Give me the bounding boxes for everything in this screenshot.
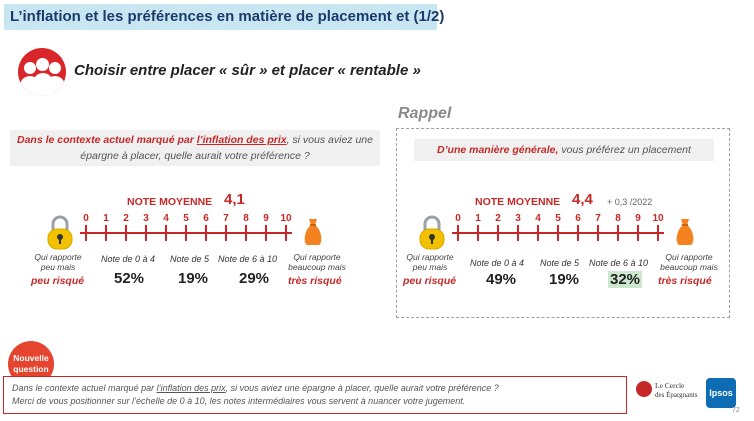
right-group-value: 49% (486, 271, 517, 288)
left-group-value: 29% (239, 270, 270, 287)
scale-tick (637, 225, 639, 241)
right-scale: 0 1 2 3 4 5 6 7 8 9 10 (452, 213, 664, 243)
scale-tick (185, 225, 187, 241)
scale-number: 0 (455, 213, 461, 224)
right-group-value: 19% (549, 271, 580, 288)
left-group-value: 19% (178, 270, 209, 287)
title-bar: L’inflation et les préférences en matièr… (4, 4, 444, 30)
scale-tick (657, 225, 659, 241)
page-title: L’inflation et les préférences en matièr… (10, 8, 445, 25)
scale-number: 1 (475, 213, 481, 224)
scale-tick (85, 225, 87, 241)
scale-number: 1 (103, 213, 109, 224)
scale-tick (285, 225, 287, 241)
scale-number: 6 (203, 213, 209, 224)
scale-number: 7 (595, 213, 601, 224)
right-group-label: Note de 0 à 4 (470, 258, 525, 268)
right-note-label: NOTE MOYENNE (475, 196, 561, 208)
scale-tick (597, 225, 599, 241)
right-note-value: 4,4 (572, 191, 593, 208)
right-low-label: Qui rapporte peu mais (406, 252, 454, 272)
left-question: Dans le contexte actuel marqué par l’inf… (10, 130, 380, 166)
scale-number: 4 (535, 213, 541, 224)
scale-number: 8 (615, 213, 621, 224)
scale-tick (165, 225, 167, 241)
scale-number: 9 (263, 213, 269, 224)
left-group-label: Note de 0 à 4 (101, 254, 156, 264)
scale-number: 10 (652, 213, 664, 224)
padlock-icon (419, 215, 445, 250)
left-group-label: Note de 5 (170, 254, 210, 264)
left-note-value: 4,1 (224, 191, 245, 208)
scale-number: 9 (635, 213, 641, 224)
people-covering-faces-icon (18, 48, 66, 96)
left-scale: 0 1 2 3 4 5 6 7 8 9 10 (80, 213, 292, 243)
rappel-box (396, 128, 730, 318)
scale-tick (557, 225, 559, 241)
scale-tick (577, 225, 579, 241)
note-delta: + 0,3 /2022 (607, 197, 653, 207)
left-low-label: Qui rapporte peu mais (34, 252, 82, 272)
ipsos-logo: Ipsos (706, 378, 736, 408)
scale-number: 2 (123, 213, 129, 224)
scale-tick (517, 225, 519, 241)
scale-number: 0 (83, 213, 89, 224)
left-high-risk: très risqué (288, 275, 342, 287)
scale-tick (105, 225, 107, 241)
right-group-label: Note de 6 à 10 (589, 258, 649, 268)
left-note-label: NOTE MOYENNE (127, 196, 213, 208)
scale-number: 6 (575, 213, 581, 224)
scale-number: 7 (223, 213, 229, 224)
scale-number: 8 (243, 213, 249, 224)
scale-tick (205, 225, 207, 241)
scale-number: 10 (280, 213, 292, 224)
money-bag-icon (304, 219, 322, 245)
left-high-label: Qui rapporte beaucoup mais (288, 252, 346, 272)
right-question: D’une manière générale, vous préférez un… (414, 139, 714, 161)
scale-number: 3 (143, 213, 149, 224)
scale-number: 3 (515, 213, 521, 224)
scale-tick (265, 225, 267, 241)
money-bag-icon (676, 219, 694, 245)
right-group-value-highlighted: 32% (608, 271, 643, 288)
right-group-label: Note de 5 (540, 258, 580, 268)
rappel-label: Rappel (398, 105, 452, 122)
right-high-label: Qui rapporte beaucoup mais (660, 252, 718, 272)
scale-tick (125, 225, 127, 241)
scale-tick (245, 225, 247, 241)
scale-number: 2 (495, 213, 501, 224)
left-low-risk: peu risqué (31, 275, 85, 287)
left-group-label: Note de 6 à 10 (218, 254, 278, 264)
right-high-risk: très risqué (658, 275, 712, 287)
footer-question: Dans le contexte actuel marqué par l’inf… (3, 376, 627, 414)
right-low-risk: peu risqué (403, 275, 457, 287)
scale-number: 4 (163, 213, 169, 224)
section-title: Choisir entre placer « sûr » et placer «… (74, 62, 421, 79)
scale-tick (145, 225, 147, 241)
left-group-value: 52% (114, 270, 145, 287)
scale-number: 5 (183, 213, 189, 224)
scale-tick (225, 225, 227, 241)
scale-tick (537, 225, 539, 241)
scale-tick (477, 225, 479, 241)
scale-tick (457, 225, 459, 241)
scale-tick (617, 225, 619, 241)
padlock-icon (47, 215, 73, 250)
scale-tick (497, 225, 499, 241)
page-number: 72 (732, 407, 740, 414)
cercle-epargnants-logo: Le Cercle des Épargnants (636, 379, 698, 405)
scale-number: 5 (555, 213, 561, 224)
